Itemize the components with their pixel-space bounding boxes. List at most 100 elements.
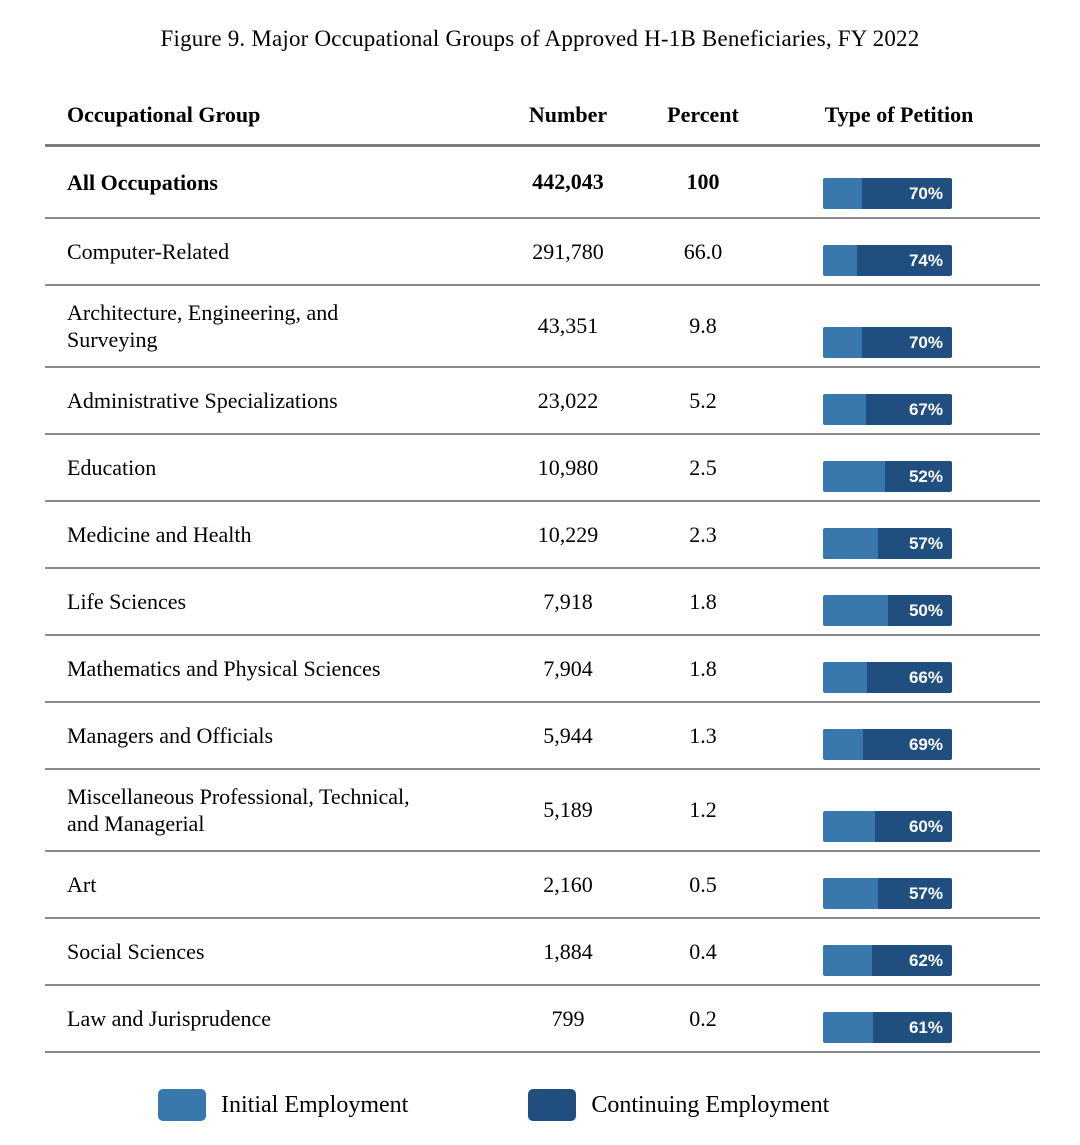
petition-stacked-bar: 50% bbox=[823, 595, 952, 626]
continuing-percent-label: 66% bbox=[908, 668, 943, 687]
petition-bar-cell: 57% bbox=[758, 502, 1040, 567]
initial-employment-segment bbox=[823, 878, 879, 909]
percent-value: 66.0 bbox=[683, 238, 723, 264]
number-value: 1,884 bbox=[543, 938, 593, 964]
percent-value: 2.3 bbox=[689, 521, 717, 547]
continuing-employment-segment: 61% bbox=[873, 1012, 952, 1043]
initial-employment-segment bbox=[823, 394, 866, 425]
table-row: Managers and Officials 5,944 1.3 69% bbox=[45, 703, 1040, 770]
continuing-percent-label: 60% bbox=[908, 817, 943, 836]
table-row: Medicine and Health 10,229 2.3 57% bbox=[45, 502, 1040, 569]
table-row: Social Sciences 1,884 0.4 62% bbox=[45, 919, 1040, 986]
table-row: Architecture, Engineering, and Surveying… bbox=[45, 286, 1040, 368]
occupational-group-label: Miscellaneous Professional, Technical, a… bbox=[67, 784, 410, 836]
number-value: 10,980 bbox=[537, 454, 599, 480]
initial-employment-segment bbox=[823, 178, 862, 209]
petition-bar-cell: 67% bbox=[758, 368, 1040, 433]
initial-employment-segment bbox=[823, 528, 879, 559]
occupational-group-label: Mathematics and Physical Sciences bbox=[67, 656, 381, 681]
percent-value: 0.2 bbox=[689, 1005, 717, 1031]
percent-value: 100 bbox=[686, 169, 720, 194]
number-value: 442,043 bbox=[532, 169, 604, 194]
petition-stacked-bar: 62% bbox=[823, 945, 952, 976]
legend: Initial Employment Continuing Employment bbox=[158, 1089, 1080, 1121]
continuing-employment-segment: 74% bbox=[856, 245, 952, 276]
percent-value: 1.8 bbox=[689, 588, 717, 614]
percent-value: 5.2 bbox=[689, 387, 717, 413]
petition-stacked-bar: 66% bbox=[823, 662, 952, 693]
number-value: 5,944 bbox=[543, 722, 593, 748]
number-value: 799 bbox=[551, 1005, 585, 1031]
number-value: 23,022 bbox=[537, 387, 599, 413]
initial-employment-segment bbox=[823, 662, 867, 693]
header-occupational-group: Occupational Group bbox=[67, 102, 261, 127]
number-value: 291,780 bbox=[532, 238, 604, 264]
occupational-group-label: Life Sciences bbox=[67, 589, 187, 614]
initial-employment-segment bbox=[823, 729, 863, 760]
percent-value: 2.5 bbox=[689, 454, 717, 480]
legend-item-continuing: Continuing Employment bbox=[528, 1089, 829, 1121]
table-row: Law and Jurisprudence 799 0.2 61% bbox=[45, 986, 1040, 1053]
initial-employment-segment bbox=[823, 327, 862, 358]
header-percent: Percent bbox=[667, 102, 739, 127]
table-row: Art 2,160 0.5 57% bbox=[45, 852, 1040, 919]
continuing-percent-label: 70% bbox=[908, 184, 943, 203]
initial-employment-segment bbox=[823, 245, 857, 276]
continuing-employment-segment: 70% bbox=[861, 327, 952, 358]
petition-bar-cell: 70% bbox=[758, 286, 1040, 366]
petition-stacked-bar: 60% bbox=[823, 811, 952, 842]
figure-title: Figure 9. Major Occupational Groups of A… bbox=[160, 26, 920, 51]
number-value: 2,160 bbox=[543, 871, 593, 897]
percent-value: 0.4 bbox=[689, 938, 717, 964]
table-row: Life Sciences 7,918 1.8 50% bbox=[45, 569, 1040, 636]
percent-value: 0.5 bbox=[689, 871, 717, 897]
header-number: Number bbox=[528, 102, 608, 127]
petition-bar-cell: 66% bbox=[758, 636, 1040, 701]
continuing-employment-segment: 52% bbox=[884, 461, 952, 492]
petition-bar-cell: 52% bbox=[758, 435, 1040, 500]
percent-value: 1.3 bbox=[689, 722, 717, 748]
continuing-employment-segment: 70% bbox=[861, 178, 952, 209]
initial-employment-segment bbox=[823, 595, 888, 626]
legend-label-continuing: Continuing Employment bbox=[591, 1091, 830, 1118]
continuing-employment-segment: 69% bbox=[862, 729, 952, 760]
petition-bar-cell: 50% bbox=[758, 569, 1040, 634]
petition-bar-cell: 70% bbox=[758, 147, 1040, 217]
continuing-percent-label: 69% bbox=[908, 735, 943, 754]
petition-stacked-bar: 69% bbox=[823, 729, 952, 760]
number-value: 7,904 bbox=[543, 655, 593, 681]
percent-value: 9.8 bbox=[689, 313, 717, 338]
occupational-group-label: Social Sciences bbox=[67, 939, 205, 964]
petition-bar-cell: 61% bbox=[758, 986, 1040, 1051]
continuing-employment-segment: 62% bbox=[872, 945, 952, 976]
initial-employment-segment bbox=[823, 1012, 874, 1043]
continuing-employment-segment: 50% bbox=[887, 595, 952, 626]
number-value: 10,229 bbox=[537, 521, 599, 547]
table-row: All Occupations 442,043 100 70% bbox=[45, 147, 1040, 219]
percent-value: 1.8 bbox=[689, 655, 717, 681]
occupational-groups-table: Occupational Group Number Percent Type o… bbox=[45, 92, 1040, 1053]
petition-stacked-bar: 52% bbox=[823, 461, 952, 492]
occupational-group-label: Medicine and Health bbox=[67, 522, 252, 547]
number-value: 5,189 bbox=[543, 797, 593, 822]
continuing-percent-label: 62% bbox=[908, 951, 943, 970]
number-value: 43,351 bbox=[537, 313, 599, 338]
petition-stacked-bar: 67% bbox=[823, 394, 952, 425]
petition-stacked-bar: 74% bbox=[823, 245, 952, 276]
continuing-employment-segment: 57% bbox=[878, 528, 952, 559]
table-row: Administrative Specializations 23,022 5.… bbox=[45, 368, 1040, 435]
continuing-percent-label: 74% bbox=[908, 251, 943, 270]
table-row: Mathematics and Physical Sciences 7,904 … bbox=[45, 636, 1040, 703]
legend-label-initial: Initial Employment bbox=[221, 1091, 409, 1118]
occupational-group-label: Computer-Related bbox=[67, 239, 230, 264]
initial-employment-segment bbox=[823, 461, 885, 492]
legend-item-initial: Initial Employment bbox=[158, 1089, 408, 1121]
petition-bar-cell: 62% bbox=[758, 919, 1040, 984]
occupational-group-label: Education bbox=[67, 455, 157, 480]
occupational-group-label: Architecture, Engineering, and Surveying bbox=[67, 300, 339, 352]
continuing-percent-label: 52% bbox=[908, 467, 943, 486]
table-row: Miscellaneous Professional, Technical, a… bbox=[45, 770, 1040, 852]
initial-employment-segment bbox=[823, 945, 873, 976]
continuing-employment-segment: 67% bbox=[865, 394, 952, 425]
